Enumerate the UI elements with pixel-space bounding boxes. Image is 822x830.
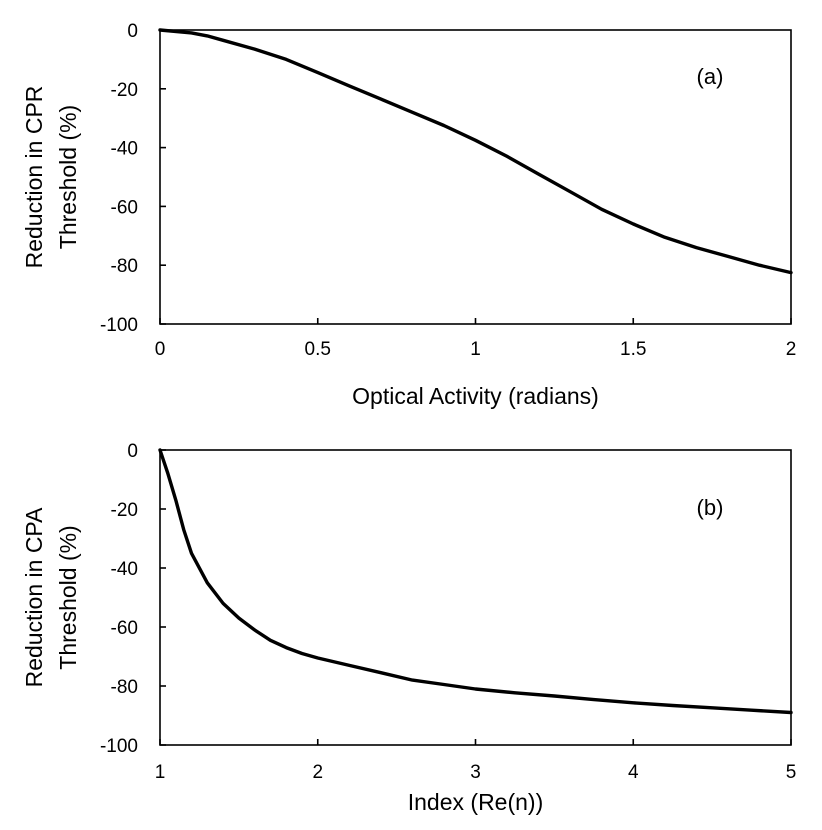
panel-b: 1 2 3 4 5 0 -20 -40 -60 -80 -100 Index (Re(n)) Reduc… — [21, 441, 796, 815]
y-tick-label-a: -40 — [111, 139, 138, 160]
panel-a: 0 0.5 1 1.5 2 0 -20 -40 -60 -80 -100 Optical Activi… — [21, 21, 796, 409]
y-tick-label-b: -20 — [111, 500, 138, 521]
x-tick-label-b: 2 — [312, 762, 323, 783]
y-tick-label-a: -100 — [100, 315, 138, 336]
series-line-b — [158, 448, 793, 715]
y-tick-label-a: -20 — [111, 80, 138, 101]
y-axis-title-line-1-a: Reduction in CPR — [21, 86, 47, 269]
y-axis-title-line-1-b: Reduction in CPA — [21, 507, 47, 687]
x-tick-label-a: 0 — [155, 339, 166, 360]
x-axis-title-b: Index (Re(n)) — [408, 789, 543, 815]
panel-label-b: (b) — [697, 495, 724, 520]
y-tick-label-b: -80 — [111, 677, 138, 698]
panel-label-a: (a) — [697, 64, 724, 89]
y-axis-title-line-2-b: Threshold (%) — [55, 525, 81, 669]
y-tick-label-a: -60 — [111, 197, 138, 218]
y-axis-title-line-2-a: Threshold (%) — [55, 105, 81, 249]
x-tick-label-b: 3 — [470, 762, 481, 783]
y-tick-label-b: -40 — [111, 559, 138, 580]
x-tick-label-b: 4 — [628, 762, 639, 783]
y-tick-label-a: -80 — [111, 256, 138, 277]
series-line-a — [158, 28, 793, 275]
x-tick-label-a: 1.5 — [620, 339, 646, 360]
x-tick-label-a: 0.5 — [305, 339, 331, 360]
y-tick-label-b: 0 — [127, 441, 138, 462]
y-tick-label-b: -100 — [100, 736, 138, 757]
x-tick-label-a: 1 — [470, 339, 481, 360]
x-tick-label-b: 1 — [155, 762, 166, 783]
x-tick-label-b: 5 — [786, 762, 797, 783]
y-tick-label-b: -60 — [111, 618, 138, 639]
y-tick-label-a: 0 — [127, 21, 138, 42]
x-tick-label-a: 2 — [786, 339, 797, 360]
x-axis-title-a: Optical Activity (radians) — [352, 383, 599, 409]
